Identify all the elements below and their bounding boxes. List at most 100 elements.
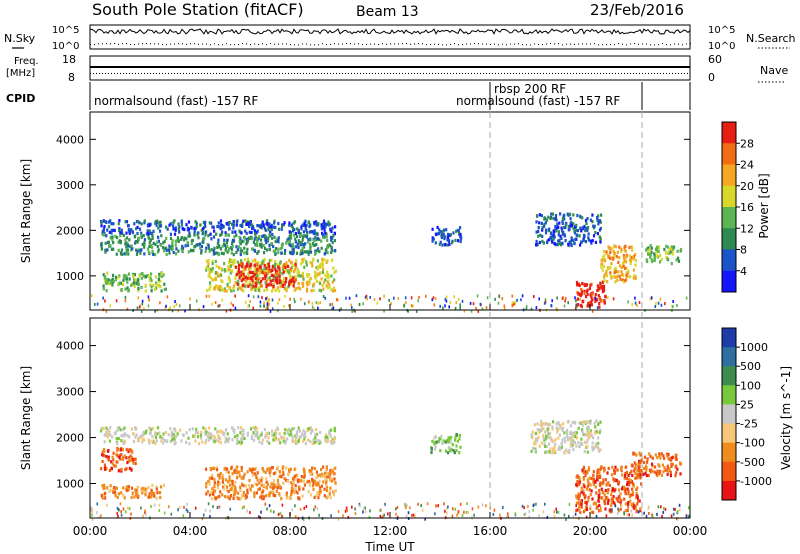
velocity-echo-cell <box>581 430 584 434</box>
velocity-echo-cell <box>272 472 276 476</box>
power-echo-cell <box>564 226 567 230</box>
n-search-point <box>486 43 487 45</box>
velocity-ground-scatter <box>409 506 411 510</box>
velocity-echo-cell <box>618 488 621 492</box>
velocity-echo-cell <box>225 469 228 473</box>
power-echo-cell <box>305 260 308 264</box>
velocity-echo-cell <box>623 476 626 480</box>
velocity-echo-cell <box>599 508 602 512</box>
power-echo-cell <box>290 236 293 240</box>
power-echo-cell <box>594 293 597 297</box>
power-echo-cell <box>116 235 119 240</box>
velocity-echo-cell <box>325 471 328 475</box>
power-echo-cell <box>321 270 324 275</box>
velocity-echo-cell <box>649 470 652 474</box>
power-echo-cell <box>334 225 337 229</box>
velocity-echo-cell <box>629 471 632 475</box>
nave-point <box>204 73 205 74</box>
velocity-echo-cell <box>237 426 240 430</box>
velocity-echo-cell <box>579 499 582 503</box>
power-echo-cell <box>624 244 627 248</box>
velocity-colorbar-swatch <box>722 461 736 482</box>
power-echo-cell <box>600 265 603 269</box>
cpid-label: CPID <box>6 92 35 105</box>
velocity-echo-cell <box>597 495 601 500</box>
velocity-echo-cell <box>315 432 318 436</box>
velocity-echo-cell <box>662 470 665 474</box>
power-echo-cell <box>279 279 282 283</box>
power-echo-cell <box>660 257 663 261</box>
power-echo-cell <box>457 239 460 243</box>
power-echo-cell <box>268 276 271 280</box>
power-echo-cell <box>330 245 333 249</box>
power-ground-scatter <box>271 298 274 302</box>
power-ground-scatter <box>410 304 413 308</box>
power-ground-scatter <box>477 309 480 313</box>
power-echo-cell <box>653 256 656 260</box>
velocity-echo-cell <box>250 434 254 439</box>
power-echo-cell <box>111 273 115 277</box>
velocity-echo-cell <box>155 485 158 489</box>
velocity-ground-scatter <box>565 517 567 521</box>
velocity-echo-cell <box>594 425 597 429</box>
velocity-echo-cell <box>670 456 673 460</box>
power-echo-cell <box>241 224 244 228</box>
velocity-echo-cell <box>122 428 125 432</box>
power-echo-cell <box>149 238 152 242</box>
velocity-echo-cell <box>545 444 548 449</box>
velocity-echo-cell <box>121 457 124 461</box>
velocity-echo-cell <box>293 474 296 478</box>
velocity-echo-cell <box>585 503 588 507</box>
nave-point <box>684 73 685 74</box>
velocity-ground-scatter <box>672 512 675 516</box>
power-echo-cell <box>292 276 295 280</box>
power-echo-cell <box>166 227 169 231</box>
nave-point <box>345 73 346 74</box>
power-echo-cell <box>279 285 282 289</box>
power-echo-cell <box>537 229 540 233</box>
velocity-echo-cell <box>315 476 318 480</box>
nave-point <box>144 73 145 74</box>
power-ground-scatter <box>476 294 479 298</box>
power-echo-cell <box>100 221 103 225</box>
power-echo-data <box>90 212 688 313</box>
velocity-echo-cell <box>120 434 123 438</box>
power-ground-scatter <box>259 304 262 308</box>
velocity-echo-cell <box>137 485 140 489</box>
velocity-echo-cell <box>261 441 264 445</box>
velocity-echo-cell <box>613 502 616 506</box>
velocity-echo-cell <box>303 483 306 487</box>
power-echo-cell <box>124 220 127 224</box>
power-echo-cell <box>244 285 247 289</box>
power-echo-cell <box>562 214 565 218</box>
velocity-ground-scatter <box>524 512 527 516</box>
power-ground-scatter <box>672 300 674 303</box>
velocity-echo-cell <box>122 486 125 490</box>
power-ground-scatter <box>676 304 678 307</box>
power-echo-cell <box>588 287 591 291</box>
velocity-ground-scatter <box>502 505 504 509</box>
velocity-echo-cell <box>162 483 165 487</box>
power-ground-scatter <box>308 300 310 304</box>
velocity-echo-cell <box>331 441 334 445</box>
power-ground-scatter <box>463 309 466 313</box>
velocity-echo-cell <box>311 484 315 488</box>
n-search-point <box>130 44 131 46</box>
nave-point <box>480 73 481 74</box>
velocity-echo-cell <box>623 489 626 493</box>
velocity-echo-cell <box>298 429 301 433</box>
velocity-ground-scatter <box>459 502 462 506</box>
velocity-echo-cell <box>303 468 306 473</box>
power-ground-scatter <box>252 295 255 299</box>
velocity-echo-cell <box>106 486 109 490</box>
nave-point <box>330 73 331 74</box>
velocity-echo-cell <box>627 489 630 493</box>
power-ground-scatter <box>432 296 435 300</box>
nave-point <box>294 73 295 74</box>
velocity-echo-cell <box>104 496 107 500</box>
power-echo-cell <box>288 243 291 247</box>
power-echo-cell <box>190 226 193 230</box>
velocity-echo-cell <box>328 490 331 494</box>
power-echo-cell <box>611 247 614 251</box>
